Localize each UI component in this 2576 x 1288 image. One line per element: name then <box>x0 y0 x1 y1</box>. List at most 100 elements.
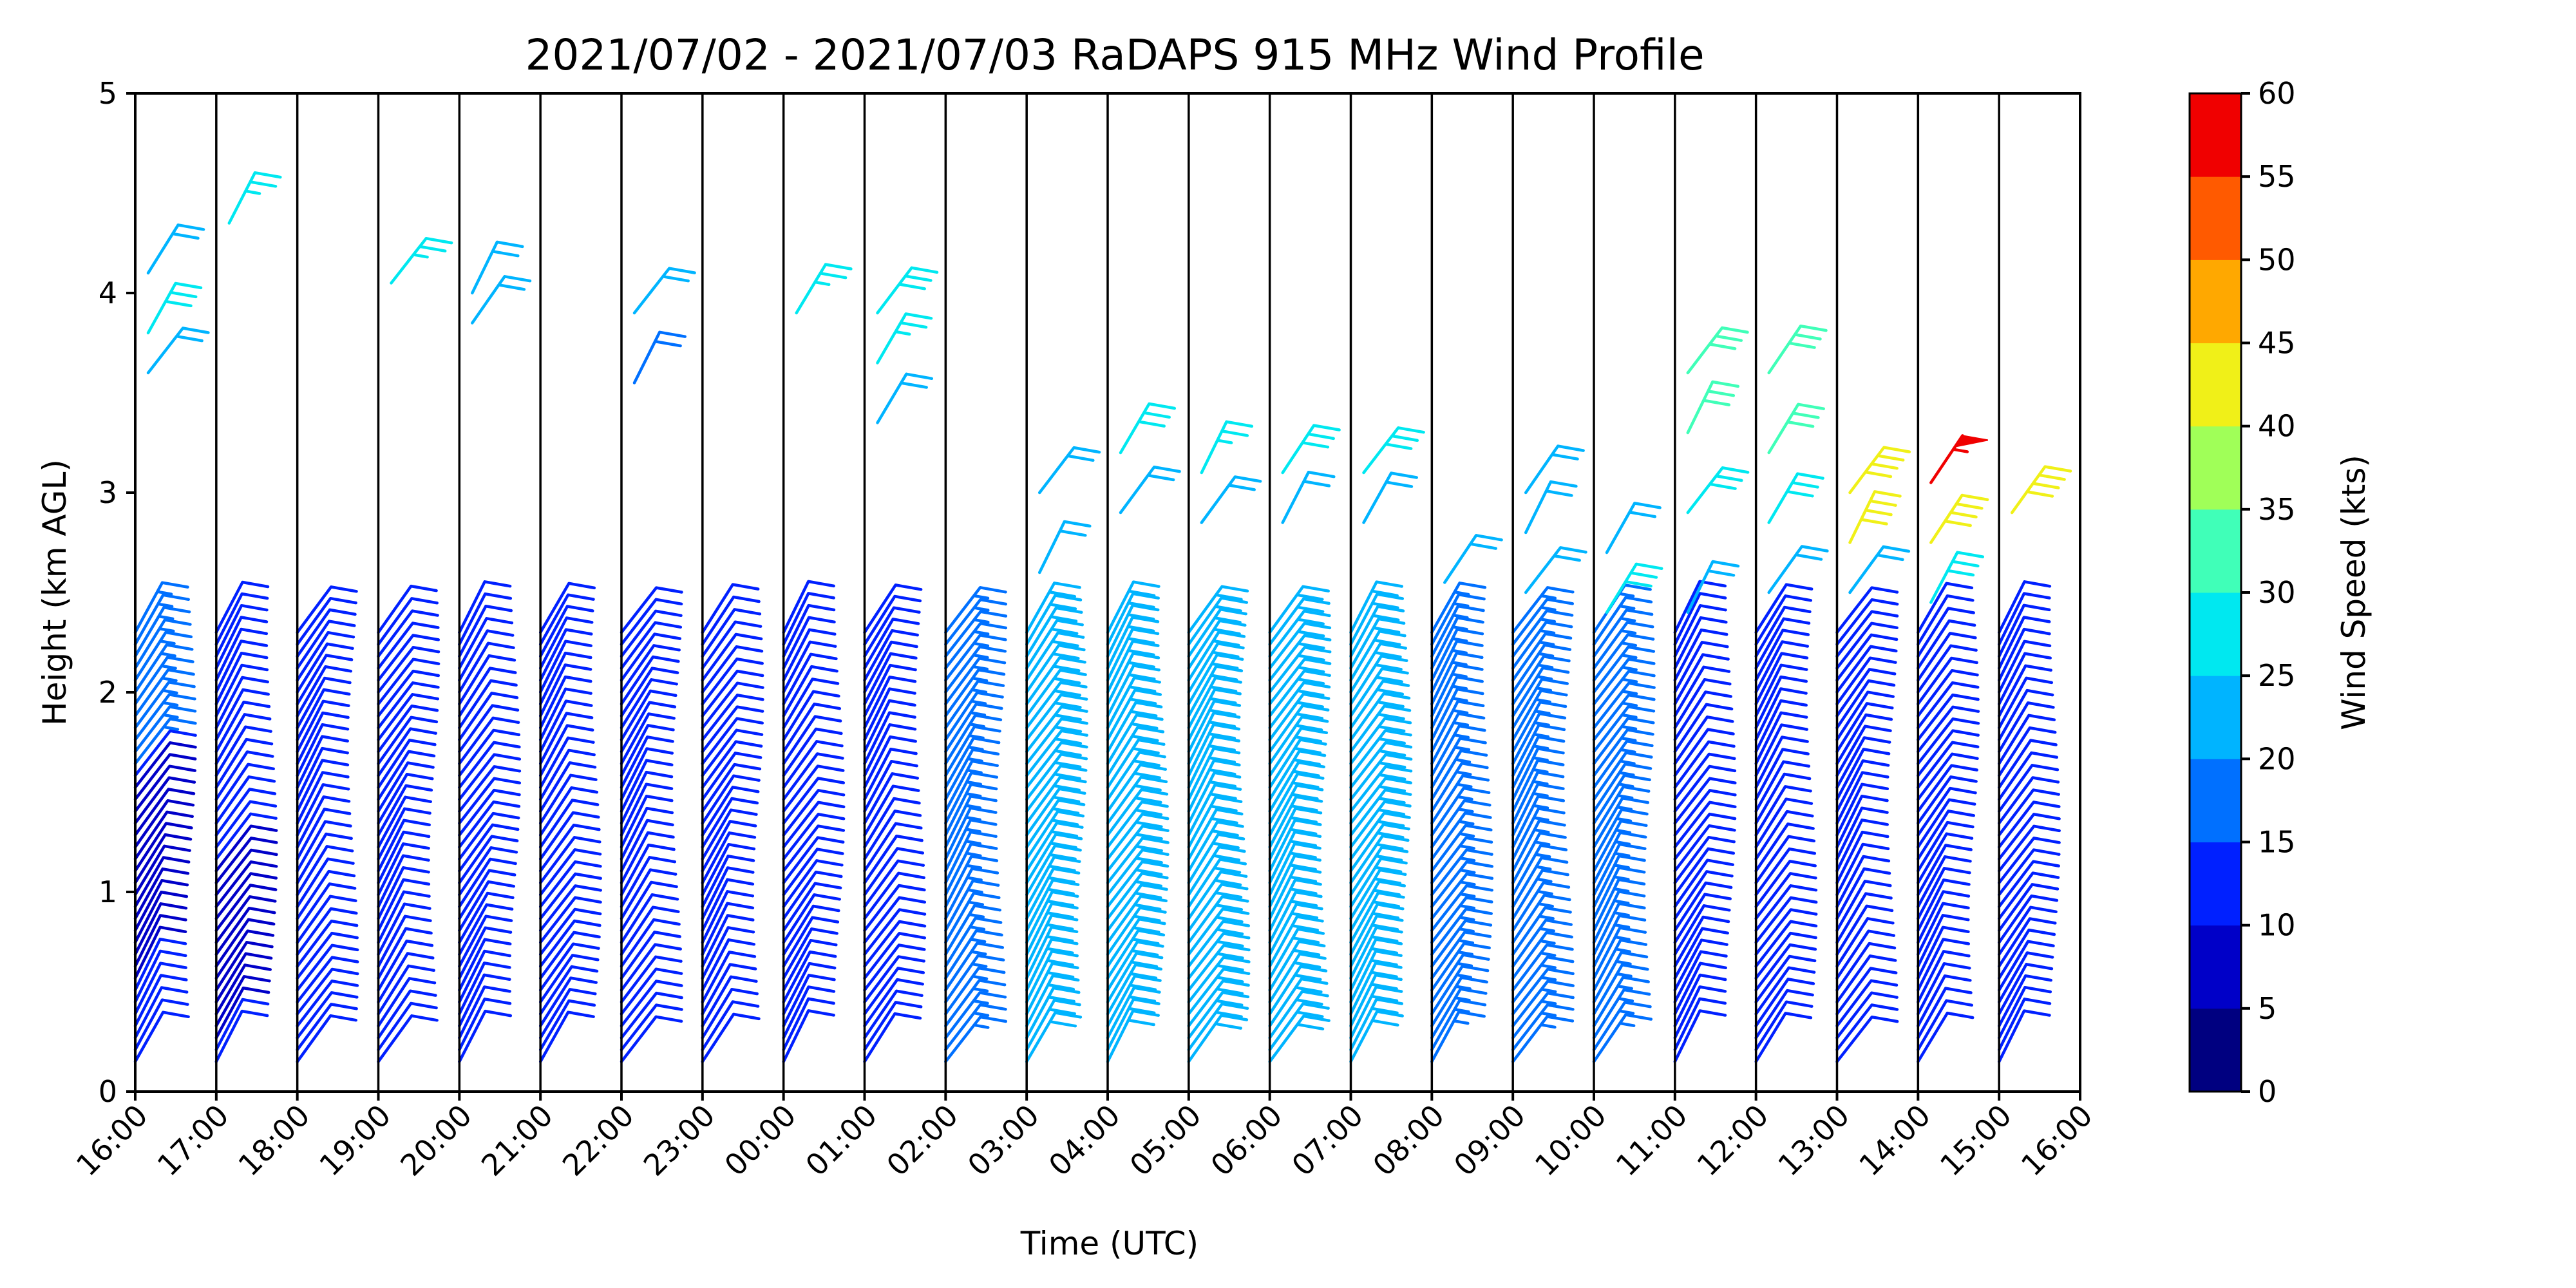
wind-barb <box>1268 795 1323 849</box>
wind-barb <box>133 925 187 980</box>
wind-barb <box>1025 693 1088 741</box>
wind-barb <box>1430 639 1484 694</box>
wind-barb <box>1511 782 1565 837</box>
y-tick-label: 0 <box>99 1074 117 1109</box>
wind-barb <box>1997 676 2054 730</box>
wind-barb <box>782 916 840 968</box>
wind-barb <box>1917 878 1971 933</box>
wind-barb <box>1511 609 1574 658</box>
wind-barb <box>538 773 598 825</box>
wind-barb <box>701 752 762 801</box>
wind-barb <box>1917 705 1980 753</box>
wind-barb <box>1835 929 1896 980</box>
wind-barb <box>133 764 196 813</box>
wind-barb <box>133 856 191 909</box>
wind-barb <box>701 657 764 706</box>
wind-barb <box>944 855 999 909</box>
wind-barb <box>1511 1003 1575 1052</box>
wind-barb <box>1997 974 2052 1028</box>
wind-barb <box>146 327 210 375</box>
wind-barb <box>944 806 998 861</box>
wind-barb <box>1511 943 1574 992</box>
wind-barb <box>1268 761 1325 813</box>
wind-barb <box>620 943 682 992</box>
wind-barb <box>782 800 846 849</box>
wind-barb <box>296 746 349 801</box>
wind-barb <box>1025 606 1083 658</box>
wind-barb <box>701 681 764 730</box>
wind-barb <box>538 616 594 670</box>
wind-barb <box>1592 819 1648 873</box>
wind-barb <box>1025 619 1084 670</box>
wind-barb <box>1673 985 1727 1039</box>
wind-barb <box>782 859 844 909</box>
wind-barb <box>620 735 674 789</box>
wind-barb <box>1268 990 1329 1039</box>
wind-barb <box>1673 777 1737 825</box>
wind-barb <box>1025 925 1079 980</box>
wind-barb <box>471 275 532 325</box>
wind-barb <box>296 808 352 861</box>
wind-barb <box>1592 773 1651 825</box>
wind-barb <box>1187 920 1251 968</box>
wind-barb <box>1268 609 1331 658</box>
wind-barb <box>538 736 595 789</box>
wind-barb <box>1592 785 1651 837</box>
wind-barb <box>782 904 840 956</box>
wind-barb <box>1673 690 1732 741</box>
wind-barb <box>1673 728 1735 777</box>
wind-barb <box>863 834 923 885</box>
wind-barb <box>620 782 674 837</box>
wind-barb <box>944 954 1005 1004</box>
wind-barb <box>701 951 757 1004</box>
colorbar-segment <box>2190 426 2241 510</box>
wind-barb <box>620 991 683 1039</box>
colorbar-tick-label: 35 <box>2258 492 2296 527</box>
wind-barb <box>214 592 269 646</box>
wind-barb <box>701 890 755 944</box>
wind-barb <box>782 702 842 753</box>
wind-barb <box>1835 645 1898 694</box>
x-axis-label: Time (UTC) <box>1020 1225 1198 1262</box>
wind-barb <box>701 669 764 717</box>
wind-barb <box>1835 830 1889 885</box>
wind-barb <box>944 782 998 837</box>
wind-barb <box>538 593 595 646</box>
wind-barb <box>377 693 440 741</box>
wind-barb <box>133 788 196 837</box>
wind-barb <box>1025 961 1079 1016</box>
wind-barb <box>1511 643 1572 694</box>
wind-barb <box>1835 979 1899 1028</box>
wind-barb <box>1673 904 1731 956</box>
wind-barb <box>458 835 519 885</box>
wind-barb <box>1592 1013 1653 1063</box>
wind-barb <box>1349 692 1411 741</box>
wind-barb <box>1592 902 1646 956</box>
wind-barb <box>1592 797 1650 849</box>
wind-barb <box>1349 973 1403 1028</box>
wind-barb <box>1430 687 1484 741</box>
wind-barb <box>133 581 189 634</box>
wind-barb <box>1997 664 2052 717</box>
wind-barb <box>377 1014 439 1063</box>
wind-barb <box>214 700 271 753</box>
wind-barb <box>620 621 683 670</box>
wind-barb <box>538 1010 595 1063</box>
wind-barb <box>1268 645 1332 694</box>
wind-barb <box>620 644 681 694</box>
wind-barb <box>1187 630 1246 682</box>
wind-barb <box>782 870 843 920</box>
wind-barb <box>1106 701 1163 753</box>
colorbar-segment <box>2190 509 2241 593</box>
wind-barb <box>1754 835 1816 885</box>
wind-barb <box>1187 688 1242 741</box>
wind-barb <box>1524 546 1587 594</box>
wind-barb <box>701 797 759 849</box>
wind-barb <box>944 879 1000 933</box>
x-tick-label: 12:00 <box>1690 1098 1776 1183</box>
wind-barb <box>1430 907 1493 956</box>
wind-barb <box>296 1003 358 1052</box>
wind-barb <box>296 795 351 849</box>
wind-barb <box>1835 904 1894 956</box>
wind-barb <box>1268 621 1332 670</box>
